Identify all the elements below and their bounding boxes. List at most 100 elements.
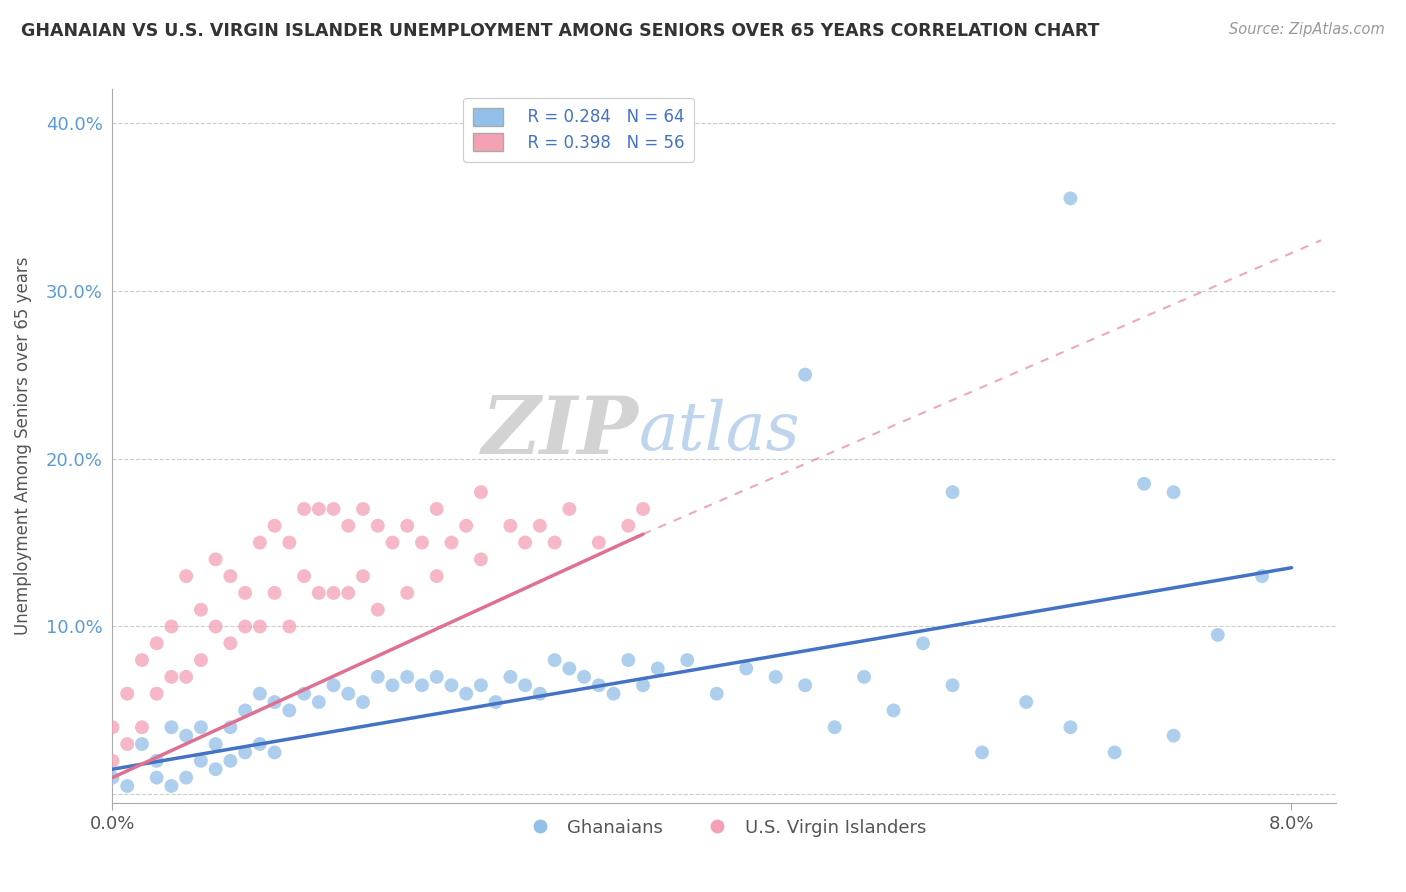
Point — [426, 670, 449, 684]
Point — [174, 569, 197, 583]
Text: atlas: atlas — [638, 399, 800, 465]
Point — [190, 754, 212, 768]
Point — [367, 670, 389, 684]
Point — [131, 720, 153, 734]
Point — [278, 619, 301, 633]
Point — [499, 518, 522, 533]
Point — [278, 703, 301, 717]
Point — [396, 670, 419, 684]
Point — [706, 687, 728, 701]
Point — [233, 703, 256, 717]
Point — [115, 779, 138, 793]
Point — [115, 687, 138, 701]
Point — [411, 535, 433, 549]
Point — [337, 586, 360, 600]
Point — [322, 678, 344, 692]
Point — [352, 695, 374, 709]
Point — [824, 720, 846, 734]
Point — [513, 678, 536, 692]
Point — [292, 687, 315, 701]
Point — [263, 746, 285, 760]
Point — [1015, 695, 1038, 709]
Point — [174, 771, 197, 785]
Point — [456, 518, 478, 533]
Point — [426, 569, 449, 583]
Point — [602, 687, 624, 701]
Point — [145, 636, 167, 650]
Point — [292, 569, 315, 583]
Point — [631, 678, 654, 692]
Point — [352, 502, 374, 516]
Point — [367, 518, 389, 533]
Point — [249, 535, 271, 549]
Point — [115, 737, 138, 751]
Text: Source: ZipAtlas.com: Source: ZipAtlas.com — [1229, 22, 1385, 37]
Point — [853, 670, 876, 684]
Point — [396, 586, 419, 600]
Point — [617, 653, 640, 667]
Point — [1163, 485, 1185, 500]
Point — [588, 535, 610, 549]
Point — [543, 653, 565, 667]
Point — [440, 678, 463, 692]
Point — [558, 661, 581, 675]
Point — [101, 720, 124, 734]
Point — [204, 737, 226, 751]
Point — [676, 653, 699, 667]
Point — [204, 552, 226, 566]
Point — [233, 619, 256, 633]
Point — [308, 695, 330, 709]
Point — [941, 678, 963, 692]
Point — [352, 569, 374, 583]
Point — [1059, 720, 1081, 734]
Point — [145, 771, 167, 785]
Point — [249, 737, 271, 751]
Point — [794, 678, 817, 692]
Point — [367, 603, 389, 617]
Point — [160, 670, 183, 684]
Point — [204, 762, 226, 776]
Point — [204, 619, 226, 633]
Point — [381, 535, 404, 549]
Point — [219, 636, 242, 650]
Point — [499, 670, 522, 684]
Text: GHANAIAN VS U.S. VIRGIN ISLANDER UNEMPLOYMENT AMONG SENIORS OVER 65 YEARS CORREL: GHANAIAN VS U.S. VIRGIN ISLANDER UNEMPLO… — [21, 22, 1099, 40]
Point — [411, 678, 433, 692]
Point — [101, 771, 124, 785]
Point — [219, 569, 242, 583]
Text: ZIP: ZIP — [482, 393, 638, 470]
Point — [190, 720, 212, 734]
Point — [145, 687, 167, 701]
Point — [794, 368, 817, 382]
Point — [485, 695, 508, 709]
Point — [145, 754, 167, 768]
Point — [233, 586, 256, 600]
Point — [249, 619, 271, 633]
Point — [1251, 569, 1274, 583]
Point — [337, 518, 360, 533]
Legend: Ghanaians, U.S. Virgin Islanders: Ghanaians, U.S. Virgin Islanders — [515, 812, 934, 844]
Point — [292, 502, 315, 516]
Point — [160, 779, 183, 793]
Point — [160, 619, 183, 633]
Point — [1206, 628, 1229, 642]
Point — [308, 586, 330, 600]
Point — [617, 518, 640, 533]
Point — [174, 670, 197, 684]
Point — [543, 535, 565, 549]
Point — [513, 535, 536, 549]
Point — [219, 720, 242, 734]
Point — [440, 535, 463, 549]
Point — [396, 518, 419, 533]
Point — [529, 518, 551, 533]
Point — [322, 586, 344, 600]
Point — [278, 535, 301, 549]
Point — [249, 687, 271, 701]
Point — [941, 485, 963, 500]
Point — [263, 695, 285, 709]
Point — [1104, 746, 1126, 760]
Point — [1059, 191, 1081, 205]
Point — [219, 754, 242, 768]
Point — [190, 653, 212, 667]
Point — [529, 687, 551, 701]
